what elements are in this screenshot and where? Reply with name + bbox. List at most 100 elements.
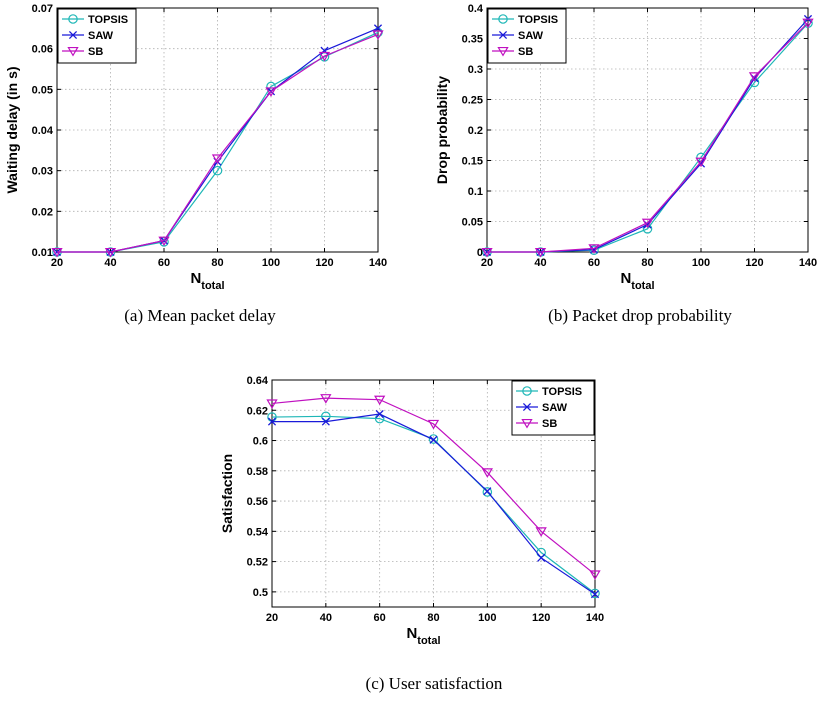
legend-marker-sb [521,418,533,429]
legend-box [487,8,567,64]
point-sb [51,247,63,258]
y-tick-label: 0.15 [462,156,483,168]
y-tick-label: 0.64 [247,375,269,387]
x-tick-label: 100 [692,257,710,269]
legend-box [57,8,137,64]
caption-b: (b) Packet drop probability [548,306,732,325]
x-tick-label: 60 [588,257,600,269]
x-tick-label: 40 [320,612,332,624]
y-tick-label: 0.52 [247,557,268,569]
x-axis-label-sub: total [201,280,224,292]
point-topsis [590,588,600,599]
y-tick-label: 0.56 [247,496,268,508]
legend-label-topsis: TOPSIS [88,14,128,26]
x-tick-label: 60 [374,612,386,624]
legend-marker-sb [67,46,79,57]
legend-marker-saw [498,30,508,40]
point-saw [375,409,384,419]
point-saw [267,417,277,426]
x-tick-label: 60 [158,257,170,269]
series-line-sb [487,22,809,253]
point-sb [104,247,117,258]
legend-label-topsis: TOPSIS [542,386,582,398]
point-sb [374,395,386,406]
y-tick-label: 0.05 [462,217,483,229]
point-sb [589,570,601,581]
x-axis-label-sub: total [417,635,440,647]
point-sb [748,72,761,82]
legend-marker-topsis [68,14,78,24]
point-saw [590,590,600,599]
point-sb [534,247,547,258]
x-tick-label: 140 [799,257,817,269]
x-axis-label-main: N [620,270,631,287]
point-sb [427,419,440,430]
y-tick-label: 0.05 [32,84,53,96]
y-tick-label: 0.4 [468,3,484,15]
x-tick-label: 100 [478,612,496,624]
y-tick-label: 0.02 [32,206,53,218]
chart-a: 20 40 60 80 100 120 140 0.01 0.02 0.03 0.04 0.05 0.0… [4,3,387,325]
legend: TOPSIS SAW SB [57,8,137,64]
y-tick-label: 0.03 [32,166,53,178]
y-tick-label: 0.07 [32,3,53,15]
point-saw [321,417,330,426]
y-tick-label: 0.58 [247,466,268,478]
legend-marker-saw [522,402,532,412]
x-tick-label: 20 [481,257,493,269]
caption-a: (a) Mean packet delay [124,306,276,325]
legend-label-topsis: TOPSIS [518,14,558,26]
point-topsis [482,487,493,497]
x-axis-label: Ntotal [190,270,224,292]
series-line-sb [57,33,379,253]
point-sb [320,394,332,404]
point-sb [802,18,814,29]
legend-label-saw: SAW [542,402,568,414]
y-tick-label: 0.35 [462,34,483,46]
y-tick-label: 0 [477,247,483,259]
point-sb [535,527,547,537]
x-tick-label: 80 [211,257,223,269]
x-tick-label: 120 [532,612,550,624]
x-tick-label: 100 [262,257,280,269]
plot-frame [56,7,379,253]
legend-label-saw: SAW [88,30,114,42]
chart-b: 20 40 60 80 100 120 140 0 0.05 0.1 0.15 0.2 0.25 0.3 0… [434,3,817,325]
point-sb [266,399,278,410]
y-tick-label: 0.01 [32,247,53,259]
point-sb [158,236,170,247]
x-tick-label: 120 [745,257,763,269]
x-tick-label: 20 [266,612,278,624]
legend: TOPSIS SAW SB [487,8,567,64]
legend-marker-topsis [498,14,508,24]
point-sb [588,244,600,254]
point-sb [695,157,707,168]
series-line-sb [271,397,596,575]
y-tick-label: 0.06 [32,44,53,56]
x-tick-label: 140 [586,612,604,624]
legend: TOPSIS SAW SB [511,380,595,436]
point-sb [641,218,654,229]
y-axis-label: Drop probability [434,76,450,184]
x-axis-label: Ntotal [406,625,440,647]
point-topsis [428,434,439,444]
chart-c: 20 40 60 80 100 120 140 0.5 0.52 0.54 0.56 0.58 0.6 0… [219,375,604,693]
x-tick-label: 80 [641,257,653,269]
plot-frame [271,379,596,608]
plot-frame [486,7,809,253]
y-tick-label: 0.54 [247,526,269,538]
caption-c: (c) User satisfaction [366,674,503,693]
y-tick-label: 0.2 [468,125,483,137]
legend-marker-sb [497,46,509,57]
point-topsis [212,165,223,176]
point-sb [481,468,493,478]
legend-label-saw: SAW [518,30,544,42]
y-tick-label: 0.6 [253,436,268,448]
legend-label-sb: SB [88,46,103,58]
point-sb [211,154,224,165]
point-sb [372,30,384,40]
point-saw [537,553,546,562]
point-sb [265,87,277,97]
y-tick-label: 0.25 [462,95,483,107]
